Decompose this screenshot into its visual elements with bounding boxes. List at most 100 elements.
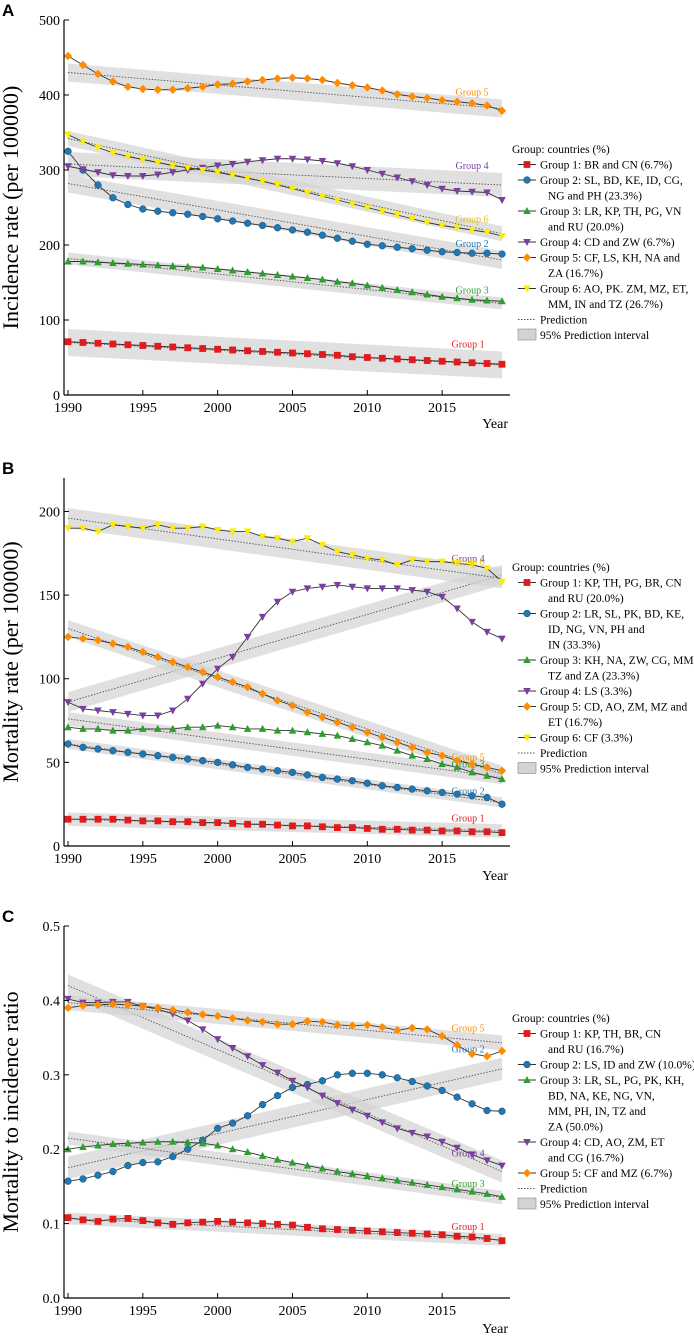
prediction-line-3 bbox=[67, 718, 503, 778]
data-point bbox=[228, 1014, 237, 1023]
data-point bbox=[168, 162, 177, 170]
data-point bbox=[483, 828, 491, 836]
data-point bbox=[333, 824, 341, 831]
data-point bbox=[408, 1178, 417, 1186]
data-point bbox=[228, 1119, 237, 1127]
data-point bbox=[79, 138, 87, 146]
data-point bbox=[363, 240, 371, 248]
data-point bbox=[483, 1189, 491, 1197]
legend-entry: Group 1: KP, TH, PG, BR, CN bbox=[540, 578, 682, 590]
data-point bbox=[497, 766, 507, 775]
data-point bbox=[258, 1100, 267, 1109]
data-point bbox=[378, 1022, 387, 1032]
data-point bbox=[408, 92, 417, 101]
prediction-line-4 bbox=[67, 163, 503, 186]
data-point bbox=[153, 1003, 162, 1013]
x-tick-label: 2000 bbox=[204, 1304, 232, 1319]
legend-marker bbox=[523, 1076, 531, 1083]
data-point bbox=[303, 585, 312, 593]
prediction-line-2 bbox=[67, 1068, 503, 1169]
data-point bbox=[94, 724, 102, 732]
data-point bbox=[138, 647, 148, 657]
y-tick-label: 500 bbox=[39, 14, 60, 29]
data-point bbox=[63, 632, 73, 642]
legend-marker bbox=[523, 207, 531, 214]
data-point bbox=[79, 743, 87, 751]
data-point bbox=[422, 1025, 432, 1034]
y-tick-label: 0.4 bbox=[43, 994, 61, 1009]
data-point bbox=[154, 207, 162, 215]
data-point bbox=[243, 77, 252, 86]
y-tick-label: 0 bbox=[53, 389, 60, 404]
legend-entry: MM, IN and TZ (26.7%) bbox=[548, 299, 663, 311]
data-point bbox=[154, 1219, 162, 1227]
data-point bbox=[154, 342, 162, 350]
data-point bbox=[453, 1232, 461, 1240]
data-point bbox=[438, 222, 446, 230]
prediction-band-4 bbox=[68, 974, 502, 1183]
data-point bbox=[378, 208, 387, 216]
data-point bbox=[183, 1017, 192, 1025]
data-point bbox=[378, 354, 386, 362]
data-point bbox=[333, 1167, 342, 1175]
data-point bbox=[333, 775, 342, 783]
legend-prediction: Prediction bbox=[540, 1184, 588, 1196]
legend-entry: Group 2: LR, SL, PK, BD, KE, bbox=[540, 609, 684, 621]
legend-interval: 95% Prediction interval bbox=[540, 764, 649, 776]
data-point bbox=[79, 815, 87, 823]
data-point bbox=[453, 763, 461, 771]
series-group-5: Group 5 bbox=[63, 999, 507, 1061]
series-label-2: Group 2 bbox=[452, 786, 485, 797]
prediction-band-3 bbox=[68, 712, 502, 785]
data-point bbox=[333, 234, 342, 242]
y-tick-label: 0 bbox=[53, 840, 60, 855]
legend-marker bbox=[523, 176, 531, 184]
data-point bbox=[453, 790, 461, 798]
data-point bbox=[497, 106, 507, 115]
data-point bbox=[123, 642, 133, 652]
data-point bbox=[289, 349, 296, 357]
data-point bbox=[363, 825, 371, 832]
series-line-6 bbox=[67, 134, 503, 237]
data-point bbox=[438, 1138, 446, 1146]
data-point bbox=[318, 158, 327, 165]
data-point bbox=[64, 131, 72, 139]
data-point bbox=[243, 1148, 252, 1156]
data-point bbox=[123, 82, 133, 91]
data-point bbox=[468, 618, 476, 626]
data-point bbox=[303, 535, 312, 543]
data-point bbox=[363, 555, 372, 563]
legend-marker bbox=[523, 609, 531, 618]
legend-marker bbox=[522, 1168, 532, 1178]
data-point bbox=[348, 824, 356, 831]
data-point bbox=[243, 528, 252, 536]
data-point bbox=[153, 261, 162, 269]
data-point bbox=[78, 1001, 88, 1010]
data-point bbox=[108, 77, 118, 86]
data-point bbox=[124, 1139, 132, 1147]
data-point bbox=[94, 169, 102, 177]
data-point bbox=[124, 816, 132, 824]
data-point bbox=[168, 1010, 177, 1018]
data-point bbox=[139, 1158, 147, 1167]
data-point bbox=[228, 723, 237, 731]
data-point bbox=[288, 1083, 297, 1092]
data-point bbox=[183, 262, 192, 270]
data-point bbox=[228, 217, 237, 225]
data-point bbox=[437, 1031, 447, 1041]
prediction-band-3 bbox=[68, 252, 502, 310]
data-point bbox=[348, 1226, 356, 1234]
legend-marker bbox=[523, 656, 531, 663]
data-point bbox=[139, 1138, 147, 1146]
y-tick-label: 0.1 bbox=[43, 1218, 61, 1233]
legend-entry: Group 4: CD and ZW (6.7%) bbox=[540, 237, 675, 249]
data-point bbox=[274, 1220, 281, 1228]
data-point bbox=[78, 60, 88, 70]
data-point bbox=[213, 162, 222, 170]
data-point bbox=[288, 1077, 297, 1085]
y-tick-label: 0.5 bbox=[43, 920, 61, 935]
data-point bbox=[228, 79, 237, 88]
data-point bbox=[408, 1077, 416, 1086]
data-point bbox=[363, 779, 371, 787]
data-point bbox=[258, 689, 267, 698]
